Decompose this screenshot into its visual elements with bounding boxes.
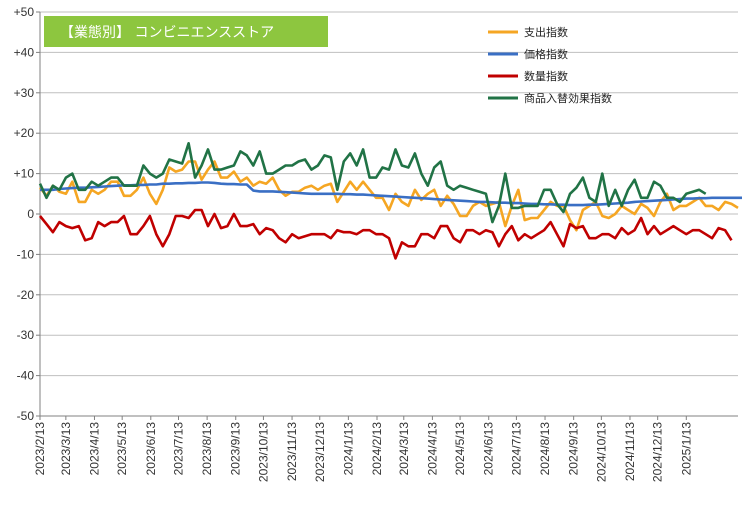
chart-title: 【業態別】 コンビニエンスストア bbox=[44, 16, 328, 47]
series-line bbox=[38, 142, 707, 224]
legend-label: 支出指数 bbox=[524, 25, 568, 39]
x-tick-label: 2023/11/13 bbox=[285, 422, 299, 481]
chart-title-text: 【業態別】 コンビニエンスストア bbox=[60, 25, 274, 41]
x-tick-label: 2024/4/13 bbox=[425, 422, 439, 476]
y-tick-label: +50 bbox=[14, 5, 35, 19]
y-tick-label: -20 bbox=[17, 288, 35, 302]
y-axis-ticks: +50 +40 +30 +20 +10 0 -10 -20 -30 -40 -50 bbox=[14, 5, 35, 423]
x-tick-label: 2024/12/13 bbox=[651, 422, 665, 482]
x-tick-label: 2023/10/13 bbox=[256, 422, 270, 482]
x-tick-label: 2024/6/13 bbox=[482, 422, 496, 476]
x-tick-label: 2023/6/13 bbox=[144, 422, 158, 476]
x-tick-label: 2023/7/13 bbox=[171, 422, 185, 476]
y-tick-label: -40 bbox=[17, 369, 35, 383]
x-tick-label: 2023/8/13 bbox=[200, 422, 214, 476]
legend-label: 商品入替効果指数 bbox=[524, 91, 612, 105]
series-line bbox=[38, 208, 733, 260]
x-tick-label: 2025/1/13 bbox=[679, 422, 693, 476]
x-tick-label: 2024/11/13 bbox=[623, 422, 637, 481]
x-tick-label: 2023/4/13 bbox=[87, 422, 101, 476]
series-lines bbox=[38, 142, 742, 260]
legend-label: 数量指数 bbox=[524, 69, 568, 83]
y-tick-label: -10 bbox=[17, 247, 35, 261]
chart-title-background bbox=[44, 16, 328, 47]
x-tick-label: 2024/9/13 bbox=[567, 422, 581, 476]
y-tick-label: -50 bbox=[17, 409, 35, 423]
series-line bbox=[40, 181, 742, 207]
axes bbox=[39, 12, 738, 417]
x-tick-label: 2023/3/13 bbox=[59, 422, 73, 476]
x-tick-label: 2024/7/13 bbox=[509, 422, 523, 476]
x-tick-label: 2024/8/13 bbox=[538, 422, 552, 476]
x-tick-label: 2023/5/13 bbox=[115, 422, 129, 476]
x-tick-label: 2024/10/13 bbox=[594, 422, 608, 482]
x-tick-label: 2024/3/13 bbox=[397, 422, 411, 476]
x-tick-label: 2023/9/13 bbox=[229, 422, 243, 476]
x-tick-label: 2024/5/13 bbox=[453, 422, 467, 476]
y-tick-label: 0 bbox=[27, 207, 34, 221]
x-tick-label: 2024/2/13 bbox=[370, 422, 384, 476]
x-tick-label: 2024/1/13 bbox=[341, 422, 355, 476]
y-tick-label: +30 bbox=[14, 86, 35, 100]
y-tick-label: +10 bbox=[14, 167, 35, 181]
y-tick-label: -30 bbox=[17, 328, 35, 342]
y-tick-label: +20 bbox=[14, 126, 35, 140]
y-tick-label: +40 bbox=[14, 45, 35, 59]
legend-label: 価格指数 bbox=[524, 47, 568, 61]
x-tick-label: 2023/2/13 bbox=[33, 422, 47, 476]
x-tick-label: 2023/12/13 bbox=[313, 422, 327, 482]
x-axis-ticks: 2023/2/13 2023/3/13 2023/4/13 2023/5/13 2023… bbox=[33, 416, 693, 482]
